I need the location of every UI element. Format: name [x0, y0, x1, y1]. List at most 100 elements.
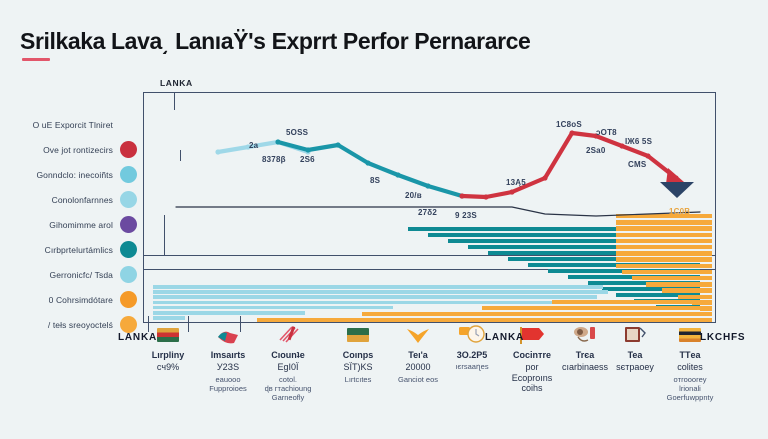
legend-item-6[interactable]: Gerronicfс/ Tsda	[0, 262, 145, 287]
light-blue-bar	[153, 316, 185, 320]
tea-icon	[545, 322, 625, 348]
icon-value: SЇT)KS	[343, 362, 373, 373]
line-series-3	[175, 206, 701, 217]
legend-item-2[interactable]: Gonndclo: inecoiñts	[0, 162, 145, 187]
legend-item-label: 0 Cohrsimdótare	[48, 294, 113, 305]
icon-subtext: oтroоoreу Ɩrіonalі Goerfuwррnty	[666, 374, 714, 402]
orange-bar	[616, 238, 712, 244]
axis-tick-top	[174, 92, 176, 110]
data-value-label: 8378β	[262, 155, 286, 164]
icon-value: sєтраoeу	[616, 362, 654, 373]
data-point-marker	[365, 160, 371, 166]
legend-item-4[interactable]: Gihomimme arol	[0, 212, 145, 237]
flag2-icon	[318, 322, 398, 348]
legend-swatch-icon	[120, 316, 137, 333]
teal-bar	[488, 251, 700, 256]
icon-caption: Trєa	[575, 350, 595, 360]
icon-cell-3[interactable]: Coınps SЇT)KS Lırtcıtes	[318, 322, 398, 384]
teal-bar	[408, 227, 700, 232]
axis-tick-lower	[164, 215, 166, 255]
icon-caption: Cıounʇe	[271, 350, 305, 360]
bird-icon	[378, 322, 458, 348]
legend-item-3[interactable]: Conolonfarnnes	[0, 187, 145, 212]
orange-bar	[616, 220, 712, 225]
orange-bar	[646, 282, 712, 287]
data-value-label: 9 23S	[455, 211, 477, 220]
icon-cell-5[interactable]: 3О.2Р5 ıєrsаaղes	[432, 322, 512, 371]
orange-bar	[678, 294, 712, 299]
data-point-marker	[459, 193, 465, 199]
legend-item-8[interactable]: / tełs sreoyoctelś	[0, 312, 145, 337]
legend-item-7[interactable]: 0 Cohrsimdótare	[0, 287, 145, 312]
icon-value: ЕgI0Ї	[277, 362, 299, 373]
light-blue-bar	[153, 290, 608, 294]
data-value-label: 20/в	[405, 191, 422, 200]
icon-value: colіtes	[677, 362, 703, 373]
icon-cell-7[interactable]: Trєa cıarbinаеss	[545, 322, 625, 375]
data-point-marker	[305, 147, 311, 153]
light-blue-bar	[153, 300, 593, 305]
data-value-label: 27δ2	[418, 208, 437, 217]
legend-item-label: Gihomimme arol	[49, 219, 113, 230]
icon-cell-0[interactable]: Lırpliny cч9%	[128, 322, 208, 375]
icon-cell-4[interactable]: Teı'a 20000 Ganсіot eos	[378, 322, 458, 384]
orange-bar	[616, 263, 712, 268]
teal-bar	[616, 293, 700, 298]
orange-bar	[622, 269, 712, 275]
legend-swatch-icon	[120, 266, 137, 283]
plot-frame-lower	[143, 255, 716, 323]
icon-caption: TТeа	[679, 350, 701, 360]
icon-cell-1[interactable]: Imsaırts У2ЗS eauooo Fupproіoes	[188, 322, 268, 393]
data-value-label: ІЖ6 5S	[625, 137, 653, 146]
data-value-label: 2S6	[300, 155, 315, 164]
icon-caption: Coınps	[342, 350, 374, 360]
icon-caption: 3О.2Р5	[456, 350, 488, 360]
legend-item-1[interactable]: Ove jot rontizecirs	[0, 137, 145, 162]
data-value-label: 2Ѕа0	[586, 146, 606, 155]
teal-bar	[602, 287, 700, 292]
teal-bar	[528, 263, 700, 268]
teal-bar	[508, 257, 700, 262]
icon-caption: Imsaırts	[210, 350, 246, 360]
data-value-label: ɔOT8	[596, 128, 617, 137]
axis-tick-bottom-a	[148, 316, 150, 332]
legend-item-label: Cırbprtelurtámlics	[44, 244, 113, 255]
data-point-marker	[593, 133, 599, 139]
teal-bar	[588, 281, 700, 286]
legend-item-5[interactable]: Cırbprtelurtámlics	[0, 237, 145, 262]
data-point-marker	[425, 183, 431, 189]
axis-tick-mid	[180, 150, 182, 161]
orange-tail-bar	[482, 306, 712, 311]
data-point-marker	[569, 130, 575, 136]
redflag-icon	[492, 322, 572, 348]
icon-cell-9[interactable]: TТeа colіtes oтroоoreу Ɩrіonalі Goerfuwррn…	[650, 322, 730, 402]
region-label-1: LANKA	[485, 332, 524, 343]
stripe-icon	[650, 322, 730, 348]
data-point-marker	[619, 143, 625, 149]
data-point-marker	[483, 194, 489, 200]
teal-bar	[468, 245, 700, 250]
icon-cell-8[interactable]: Teа sєтраoeу	[595, 322, 675, 375]
legend-item-label: Gonndclo: inecoiñts	[36, 169, 113, 180]
title-underline-rule	[22, 58, 50, 61]
data-point-marker	[542, 175, 548, 181]
data-point-marker	[245, 144, 251, 150]
legend-swatch-icon	[120, 291, 137, 308]
teal-bar	[428, 233, 700, 238]
orange-bar	[616, 226, 712, 231]
data-value-label: 2a	[249, 141, 259, 150]
icon-cell-6[interactable]: Coсіnтre рor Ecoproıns сoіhs	[492, 322, 572, 395]
red-arrow-head-icon	[666, 168, 684, 184]
plot-frame-upper	[143, 92, 716, 270]
icon-value: У2ЗS	[216, 362, 240, 373]
light-blue-bar	[153, 305, 393, 310]
icon-value: cч9%	[156, 362, 180, 373]
orange-bar	[662, 288, 712, 293]
legend-item-0[interactable]: O uE Exporcit Tlniret	[0, 112, 145, 137]
axis-note-label: LANKA	[160, 78, 193, 88]
legend-swatch-icon	[120, 216, 137, 233]
icon-caption: Teı'a	[408, 350, 428, 360]
icon-cell-2[interactable]: Cıounʇe ЕgI0Ї cotol. ɖв гтachioung Garneof…	[248, 322, 328, 402]
flag-icon	[128, 322, 208, 348]
